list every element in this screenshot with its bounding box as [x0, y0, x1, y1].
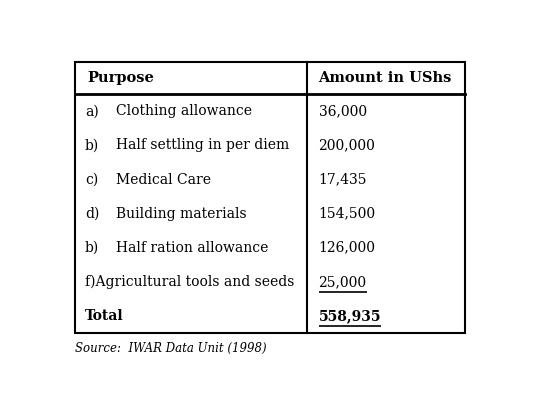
- Text: a): a): [85, 104, 99, 118]
- Text: c): c): [85, 173, 98, 186]
- Text: Building materials: Building materials: [116, 207, 247, 221]
- Text: b): b): [85, 138, 99, 152]
- Bar: [75, 62, 464, 333]
- Text: Half ration allowance: Half ration allowance: [116, 241, 268, 255]
- Text: Clothing allowance: Clothing allowance: [116, 104, 252, 118]
- Text: Half settling in per diem: Half settling in per diem: [116, 138, 289, 152]
- Text: b): b): [85, 241, 99, 255]
- Text: 558,935: 558,935: [319, 309, 381, 323]
- Text: 17,435: 17,435: [319, 173, 367, 186]
- Text: d): d): [85, 207, 99, 221]
- Text: 126,000: 126,000: [319, 241, 376, 255]
- Text: 200,000: 200,000: [319, 138, 376, 152]
- Text: 36,000: 36,000: [319, 104, 367, 118]
- Text: 25,000: 25,000: [319, 275, 367, 289]
- Text: Purpose: Purpose: [87, 71, 154, 85]
- Text: Medical Care: Medical Care: [116, 173, 211, 186]
- Text: Source:  IWAR Data Unit (1998): Source: IWAR Data Unit (1998): [75, 342, 267, 355]
- Text: Total: Total: [85, 309, 124, 323]
- Text: Amount in UShs: Amount in UShs: [319, 71, 452, 85]
- Text: 154,500: 154,500: [319, 207, 376, 221]
- Text: f)Agricultural tools and seeds: f)Agricultural tools and seeds: [85, 275, 294, 289]
